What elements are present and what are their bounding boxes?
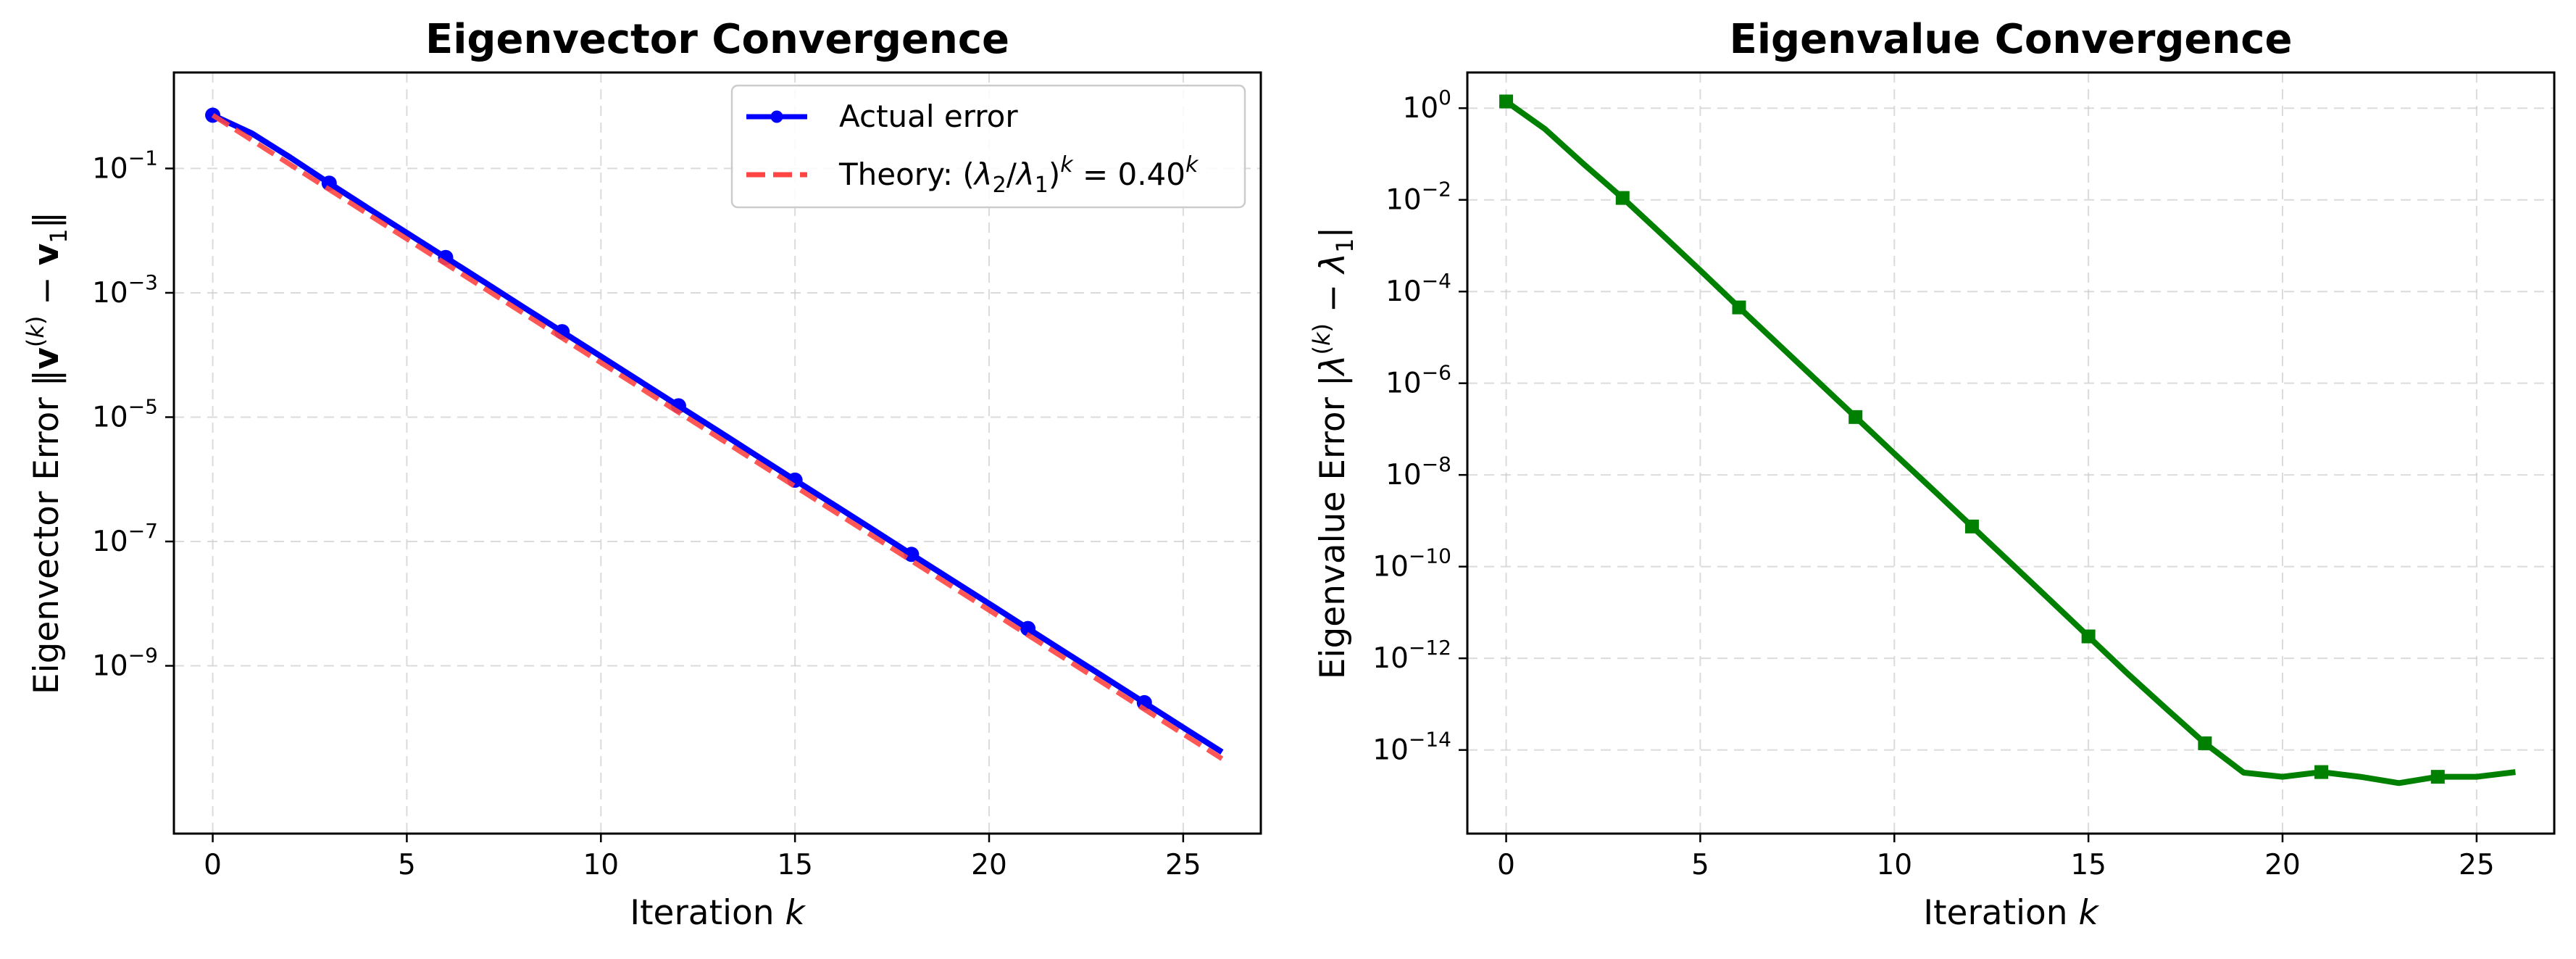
eigenvector-chart-title: Eigenvector Convergence: [425, 16, 1009, 63]
eigenvector-data-point: [1020, 620, 1036, 636]
eigenvector-legend: Actual error Theory: (λ2/λ1)k = 0.40k: [730, 84, 1246, 209]
eigenvector-y-tick-label: 10−3: [92, 270, 158, 310]
eigenvalue-data-point: [1615, 191, 1630, 205]
eigenvector-x-ticks: 0 5 10 15 20 25: [204, 834, 1201, 881]
eigenvector-x-tick-label: 10: [583, 849, 619, 881]
eigenvalue-y-tick-label: 10−4: [1385, 269, 1451, 308]
eigenvector-x-tick-label: 0: [204, 849, 222, 881]
eigenvalue-x-ticks: 0 5 10 15 20 25: [1497, 834, 2495, 881]
eigenvalue-data-point: [1964, 519, 1979, 534]
eigenvalue-series-0-line: [1504, 99, 2516, 786]
eigenvector-chart: 0 5 10 15 20 25 10−1 10−3 10−5 10−7 10−9 Eigenvec…: [22, 16, 1262, 933]
eigenvalue-chart: 0 5 10 15 20 25 100 10−2 10−4 10−6 10−8 10−10 10−12…: [1308, 16, 2556, 933]
legend-box: [730, 84, 1246, 209]
eigenvector-series-1-line: [211, 112, 1224, 761]
eigenvector-x-tick-label: 25: [1165, 849, 1201, 881]
eigenvalue-x-tick-label: 25: [2459, 849, 2495, 881]
eigenvalue-y-ticks: 100 10−2 10−4 10−6 10−8 10−10 10−12 10−14: [1372, 86, 1467, 767]
eigenvalue-chart-title: Eigenvalue Convergence: [1730, 16, 2293, 63]
eigenvector-y-axis-label: Eigenvector Error ‖v(k) − v1‖: [22, 212, 72, 694]
eigenvalue-y-axis-label: Eigenvalue Error |λ(k) − λ1|: [1308, 227, 1359, 680]
eigenvalue-data-point: [1848, 410, 1863, 424]
eigenvalue-y-tick-label: 100: [1403, 86, 1451, 125]
eigenvalue-data-point: [1499, 94, 1514, 109]
eigenvalue-y-tick-label: 10−14: [1372, 728, 1451, 767]
eigenvalue-plot-frame: [1466, 71, 2556, 835]
eigenvalue-y-tick-label: 10−10: [1372, 544, 1451, 584]
eigenvalue-data-point: [2314, 765, 2329, 779]
eigenvalue-data-point: [2430, 770, 2445, 784]
legend-marker-actual: [770, 110, 783, 123]
eigenvalue-series: [1499, 94, 2516, 786]
eigenvector-series: [205, 107, 1224, 761]
eigenvalue-y-tick-label: 10−6: [1385, 361, 1451, 400]
eigenvector-y-ticks: 10−1 10−3 10−5 10−7 10−9: [92, 146, 174, 683]
eigenvalue-y-tick-label: 10−12: [1372, 636, 1451, 675]
eigenvector-data-point: [904, 547, 920, 562]
eigenvalue-grid: [1467, 72, 2554, 834]
legend-label-actual: Actual error: [839, 99, 1018, 134]
eigenvector-x-tick-label: 5: [398, 849, 416, 881]
eigenvector-y-tick-label: 10−9: [92, 644, 158, 683]
legend-label-theory: Theory: (λ2/λ1)k = 0.40k: [838, 152, 1199, 198]
eigenvector-plot-frame: [172, 71, 1262, 835]
eigenvalue-x-tick-label: 10: [1876, 849, 1912, 881]
eigenvalue-x-tick-label: 20: [2264, 849, 2301, 881]
eigenvector-series-0-line: [211, 112, 1224, 755]
eigenvalue-x-tick-label: 0: [1497, 849, 1515, 881]
eigenvalue-x-tick-label: 15: [2070, 849, 2106, 881]
eigenvalue-data-point: [2198, 736, 2212, 750]
eigenvalue-y-tick-label: 10−8: [1385, 452, 1451, 491]
eigenvector-y-tick-label: 10−7: [92, 519, 158, 558]
eigenvalue-x-axis-label: Iteration k: [1923, 893, 2099, 933]
eigenvalue-data-point: [2081, 629, 2096, 644]
eigenvector-x-tick-label: 20: [971, 849, 1007, 881]
eigenvalue-y-tick-label: 10−2: [1385, 178, 1451, 217]
eigenvalue-x-tick-label: 5: [1691, 849, 1709, 881]
eigenvector-y-tick-label: 10−1: [92, 146, 158, 185]
eigenvector-y-tick-label: 10−5: [92, 394, 158, 433]
eigenvalue-data-point: [1732, 300, 1746, 315]
eigenvector-data-point: [321, 175, 337, 191]
eigenvector-x-axis-label: Iteration k: [630, 893, 806, 933]
eigenvector-x-tick-label: 15: [777, 849, 813, 881]
